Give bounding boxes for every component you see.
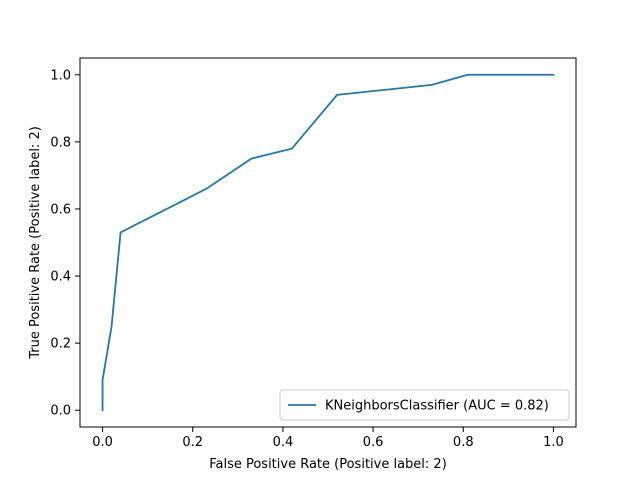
y-tick-label: 0.0	[50, 404, 71, 419]
y-tick-label: 0.6	[50, 202, 71, 217]
x-tick-label: 0.4	[273, 435, 294, 450]
x-tick-label: 0.0	[92, 435, 113, 450]
series-layer	[101, 73, 555, 412]
y-axis-label: True Positive Rate (Positive label: 2)	[28, 126, 43, 360]
y-tick-label: 1.0	[50, 68, 71, 83]
legend: KNeighborsClassifier (AUC = 0.82)	[279, 389, 570, 421]
x-tick-label: 0.8	[453, 435, 474, 450]
legend-box	[279, 389, 570, 421]
y-tick-label: 0.8	[50, 135, 71, 150]
y-tick-label: 0.2	[50, 337, 71, 352]
x-axis-label: False Positive Rate (Positive label: 2)	[209, 457, 447, 472]
y-tick-label: 0.4	[50, 270, 71, 285]
plot-area	[79, 57, 577, 428]
y-axis: 0.0 0.2 0.4 0.6 0.8 1.0	[50, 68, 80, 419]
x-tick-label: 1.0	[543, 435, 564, 450]
legend-entry-label: KNeighborsClassifier (AUC = 0.82)	[325, 399, 549, 414]
x-tick-label: 0.2	[182, 435, 203, 450]
series-line	[101, 73, 555, 412]
plot-frame	[79, 57, 577, 428]
x-axis: 0.0 0.2 0.4 0.6 0.8 1.0	[92, 427, 564, 450]
x-tick-label: 0.6	[363, 435, 384, 450]
